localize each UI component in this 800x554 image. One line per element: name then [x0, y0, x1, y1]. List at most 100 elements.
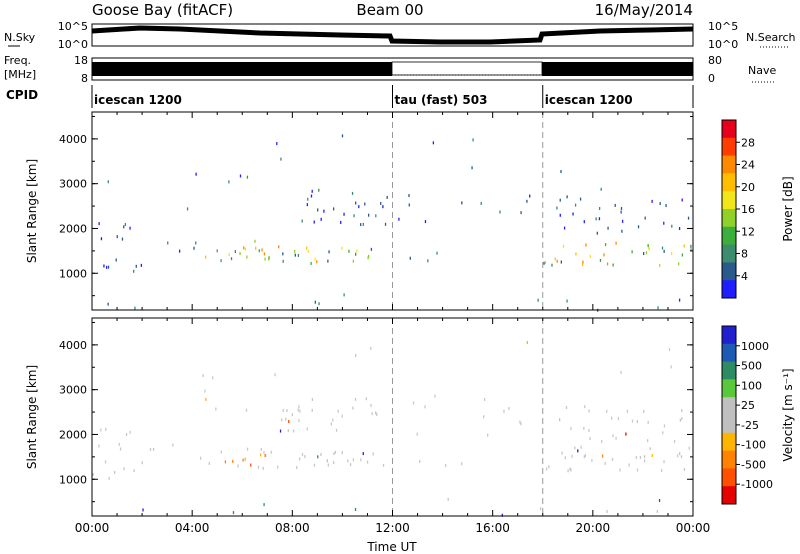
station-title: Goose Bay (fitACF) — [92, 1, 233, 19]
data-cell — [186, 207, 189, 211]
data-cell — [304, 455, 306, 459]
colorbar-swatch — [722, 155, 736, 174]
data-cell — [620, 210, 622, 214]
data-cell — [551, 263, 553, 267]
data-cell — [298, 405, 300, 409]
data-cell — [105, 265, 108, 269]
data-cell — [114, 470, 116, 474]
colorbar-swatch — [722, 173, 736, 192]
data-cell — [129, 430, 131, 434]
data-cell — [631, 419, 634, 423]
data-cell — [581, 263, 584, 267]
data-cell — [539, 507, 542, 511]
data-cell — [121, 237, 124, 241]
data-cell — [341, 414, 343, 418]
data-cell — [432, 141, 435, 145]
data-cell — [341, 134, 344, 138]
freq-tick-bottom: 8 — [81, 72, 88, 85]
data-cell — [360, 458, 362, 462]
data-cell — [285, 417, 287, 421]
nsearch-tick-bottom: 10^0 — [708, 38, 738, 51]
data-cell — [519, 420, 521, 424]
data-cell — [282, 408, 284, 412]
data-cell — [326, 459, 328, 463]
data-cell — [508, 407, 510, 411]
data-cell — [376, 412, 378, 416]
data-cell — [220, 259, 222, 263]
data-cell — [261, 248, 263, 252]
data-cell — [172, 443, 174, 447]
freq-label-line2: [MHz] — [4, 68, 36, 81]
data-cell — [625, 432, 627, 436]
data-cell — [560, 170, 562, 174]
data-cell — [299, 409, 301, 413]
data-cell — [307, 249, 309, 253]
data-cell — [274, 373, 276, 377]
data-cell — [501, 513, 503, 517]
data-cell — [239, 174, 242, 178]
freq-tick-top: 18 — [74, 54, 88, 67]
data-cell — [612, 263, 614, 267]
data-cell — [299, 457, 301, 461]
data-cell — [582, 260, 584, 264]
data-cell — [461, 201, 463, 205]
data-cell — [358, 205, 360, 209]
data-cell — [343, 293, 345, 297]
data-cell — [656, 509, 658, 513]
data-cell — [668, 348, 671, 352]
data-cell — [690, 244, 692, 248]
x-tick-label: 04:00 — [175, 521, 210, 535]
cpid-label: CPID — [6, 88, 38, 102]
data-cell — [643, 409, 645, 413]
nsky-tick-top: 10^5 — [58, 20, 88, 33]
data-cell — [679, 418, 681, 422]
data-cell — [658, 499, 661, 503]
data-cell — [606, 509, 608, 513]
data-cell — [607, 226, 609, 230]
data-cell — [643, 252, 645, 256]
x-axis-title: Time UT — [366, 540, 417, 554]
data-cell — [255, 246, 257, 250]
data-cell — [621, 229, 623, 233]
colorbar-swatch — [722, 379, 736, 398]
data-cell — [178, 249, 181, 253]
data-cell — [355, 252, 357, 256]
data-cell — [244, 247, 247, 251]
data-cell — [311, 408, 313, 412]
data-cell — [386, 195, 388, 199]
data-cell — [105, 427, 107, 431]
data-cell — [574, 203, 577, 207]
colorbar-swatch — [722, 137, 736, 157]
data-cell — [574, 446, 576, 450]
y-tick-label: 2000 — [59, 222, 87, 235]
data-cell — [353, 214, 355, 218]
date-title: 16/May/2014 — [595, 1, 693, 19]
data-cell — [662, 431, 664, 435]
x-tick-label: 00:00 — [676, 521, 711, 535]
colorbar-swatch — [722, 326, 736, 345]
data-cell — [232, 511, 235, 515]
data-cell — [352, 259, 355, 263]
x-tick-label: 16:00 — [475, 521, 510, 535]
data-cell — [230, 257, 233, 261]
data-cell — [277, 465, 279, 469]
data-cell — [412, 401, 415, 405]
data-cell — [246, 175, 249, 179]
data-cell — [364, 202, 366, 206]
data-cell — [124, 223, 127, 227]
data-cell — [382, 463, 385, 467]
data-cell — [205, 255, 207, 259]
data-cell — [561, 451, 563, 455]
colorbar-swatch — [722, 468, 736, 487]
data-cell — [306, 427, 308, 431]
colorbar-swatch — [722, 343, 736, 363]
y-tick-label: 4000 — [59, 339, 87, 352]
data-cell — [355, 201, 357, 205]
data-cell — [125, 433, 128, 437]
data-cell — [447, 497, 449, 501]
data-cell — [314, 300, 316, 304]
data-cell — [585, 243, 587, 247]
colorbar-tick-label: -100 — [741, 439, 766, 452]
data-cell — [398, 217, 400, 221]
